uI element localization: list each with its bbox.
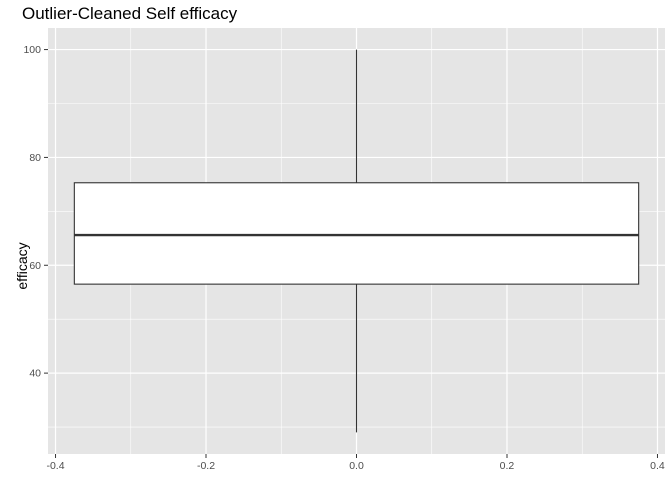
y-tick-label: 100 — [23, 44, 41, 56]
y-tick-label: 80 — [29, 152, 41, 164]
y-tick-label: 60 — [29, 260, 41, 272]
y-tick-label: 40 — [29, 368, 41, 380]
box-body — [73, 182, 640, 285]
x-tick-label: 0.0 — [349, 460, 364, 472]
x-tick-label: -0.2 — [197, 460, 215, 472]
x-tick-label: 0.2 — [500, 460, 515, 472]
x-tick-label: -0.4 — [46, 460, 64, 472]
x-tick-label: 0.4 — [650, 460, 665, 472]
chart-title: Outlier-Cleaned Self efficacy — [22, 4, 238, 23]
